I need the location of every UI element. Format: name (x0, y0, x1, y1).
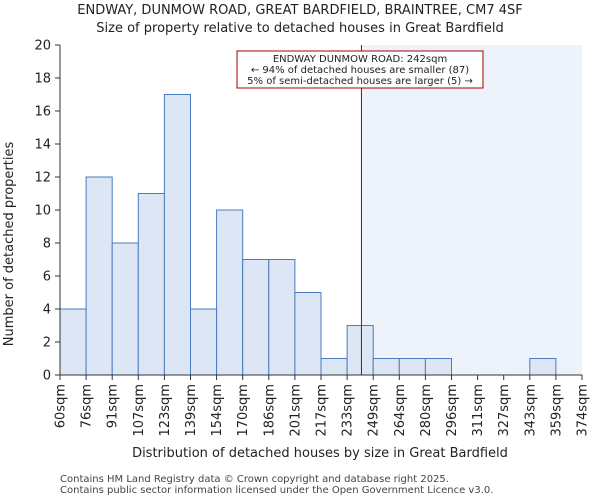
y-tick-label: 14 (34, 138, 51, 153)
x-tick-label: 201sqm (288, 384, 303, 437)
x-tick-label: 233sqm (341, 384, 356, 437)
x-tick-label: 359sqm (549, 384, 564, 437)
x-axis-ticks: 60sqm 76sqm 91sqm 107sqm 123sqm 139sqm 154sqm 1… (54, 375, 591, 437)
bar-139sqm (190, 308, 218, 376)
y-tick-label: 16 (34, 105, 51, 120)
annotation-box (236, 50, 484, 89)
bar-264sqm (398, 358, 426, 376)
annotation-line-1: ENDWAY DUNMOW ROAD: 242sqm (273, 54, 447, 65)
x-tick-label: 186sqm (262, 384, 277, 437)
chart-title: ENDWAY, DUNMOW ROAD, GREAT BARDFIELD, BR… (77, 3, 523, 18)
x-tick-label: 343sqm (523, 384, 538, 437)
x-tick-label: 107sqm (132, 384, 147, 437)
x-tick-label: 170sqm (236, 384, 251, 437)
y-tick-label: 12 (34, 171, 51, 186)
bar-186sqm (268, 259, 296, 376)
x-tick-label: 91sqm (106, 384, 121, 428)
footer-licence: Contains public sector information licen… (60, 485, 494, 496)
bar-107sqm (137, 193, 165, 376)
x-tick-label: 123sqm (158, 384, 173, 437)
footer-copyright: Contains HM Land Registry data © Crown c… (60, 474, 449, 485)
x-tick-label: 249sqm (367, 384, 382, 437)
x-tick-label: 154sqm (210, 384, 225, 437)
x-tick-label: 60sqm (54, 384, 69, 428)
bar-170sqm (242, 259, 270, 376)
y-axis-label: Number of detached properties (2, 142, 17, 347)
y-tick-label: 6 (43, 270, 51, 285)
y-tick-label: 0 (43, 369, 51, 384)
bar-249sqm (372, 358, 400, 376)
y-tick-label: 8 (43, 237, 51, 252)
x-tick-label: 311sqm (471, 384, 486, 437)
bar-217sqm (320, 358, 348, 376)
x-tick-label: 264sqm (393, 384, 408, 437)
annotation-line-3: 5% of semi-detached houses are larger (5… (247, 76, 473, 87)
y-tick-label: 4 (43, 303, 51, 318)
x-tick-label: 374sqm (576, 384, 591, 437)
bar-91sqm (111, 242, 139, 376)
annotation-line-2: ← 94% of detached houses are smaller (87… (251, 65, 469, 76)
x-tick-label: 327sqm (497, 384, 512, 437)
bar-76sqm (85, 176, 113, 376)
bar-123sqm (163, 94, 191, 376)
x-tick-label: 217sqm (315, 384, 330, 437)
bar-201sqm (294, 292, 322, 376)
y-tick-label: 10 (34, 204, 51, 219)
x-axis-label: Distribution of detached houses by size … (132, 446, 508, 461)
property-annotation: ENDWAY DUNMOW ROAD: 242sqm ← 94% of deta… (236, 50, 484, 89)
bar-60sqm (59, 308, 87, 376)
larger-than-property-region (361, 45, 582, 375)
bars-group (59, 94, 557, 376)
x-tick-label: 296sqm (445, 384, 460, 437)
y-axis-ticks: 0 2 4 6 8 10 12 14 16 18 20 (34, 39, 60, 384)
y-tick-label: 20 (34, 39, 51, 54)
bar-154sqm (216, 209, 244, 376)
y-tick-label: 2 (43, 336, 51, 351)
bar-280sqm (424, 358, 452, 376)
x-tick-label: 280sqm (419, 384, 434, 437)
chart-subtitle: Size of property relative to detached ho… (96, 21, 503, 36)
bar-233sqm (346, 325, 374, 376)
x-tick-label: 76sqm (80, 384, 95, 428)
bar-343sqm (529, 358, 557, 376)
y-tick-label: 18 (34, 72, 51, 87)
x-tick-label: 139sqm (184, 384, 199, 437)
